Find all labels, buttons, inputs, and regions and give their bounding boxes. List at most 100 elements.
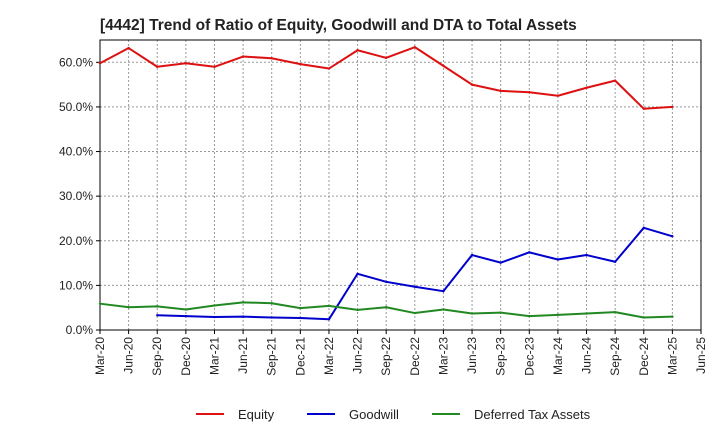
data-point-equity xyxy=(299,62,302,66)
data-point-goodwill xyxy=(327,318,331,321)
data-point-goodwill xyxy=(241,315,245,318)
x-tick-label: Sep-24 xyxy=(608,337,622,376)
data-point-deferred-tax-assets xyxy=(671,315,674,318)
data-point-equity xyxy=(671,105,674,109)
data-point-goodwill xyxy=(642,226,645,230)
data-point-equity xyxy=(127,46,130,50)
y-tick-label: 60.0% xyxy=(59,55,93,69)
x-axis: Mar-20 Jun-20 Sep-20 Dec-20 Mar-21 Jun-21 Sep-… xyxy=(93,330,708,376)
chart-title: [4442] Trend of Ratio of Equity, Goodwil… xyxy=(100,17,577,34)
grid xyxy=(99,40,702,331)
y-tick-label: 20.0% xyxy=(59,234,93,248)
x-tick-label: Mar-24 xyxy=(551,337,565,375)
y-tick-label: 10.0% xyxy=(59,278,93,292)
y-tick-label: 30.0% xyxy=(59,189,93,203)
x-tick-label: Dec-22 xyxy=(408,337,422,376)
data-point-deferred-tax-assets xyxy=(156,305,159,308)
data-point-goodwill xyxy=(585,253,588,257)
data-point-deferred-tax-assets xyxy=(642,316,645,319)
data-point-goodwill xyxy=(213,315,216,319)
data-point-goodwill xyxy=(384,280,388,284)
x-tick-label: Jun-22 xyxy=(351,337,365,374)
data-point-deferred-tax-assets xyxy=(613,310,617,314)
data-point-goodwill xyxy=(413,285,417,288)
data-point-goodwill xyxy=(356,272,359,275)
y-tick-label: 40.0% xyxy=(59,145,93,159)
data-point-goodwill xyxy=(528,251,531,254)
data-point-deferred-tax-assets xyxy=(127,306,130,309)
data-point-deferred-tax-assets xyxy=(528,314,531,318)
data-point-equity xyxy=(613,79,617,82)
data-point-deferred-tax-assets xyxy=(98,302,102,305)
data-point-equity xyxy=(585,86,588,89)
data-point-deferred-tax-assets xyxy=(299,306,302,310)
x-tick-label: Dec-21 xyxy=(293,337,307,376)
data-point-deferred-tax-assets xyxy=(499,311,502,314)
legend-label-goodwill: Goodwill xyxy=(349,407,399,422)
legend-label-equity: Equity xyxy=(238,407,275,422)
x-tick-label: Jun-24 xyxy=(580,337,594,374)
x-tick-label: Mar-23 xyxy=(436,337,450,375)
data-point-equity xyxy=(184,62,188,65)
data-point-equity xyxy=(98,62,102,65)
data-point-equity xyxy=(442,64,445,68)
x-tick-label: Jun-20 xyxy=(122,337,136,374)
x-tick-label: Dec-23 xyxy=(522,337,536,376)
x-tick-label: Mar-21 xyxy=(207,337,221,375)
data-point-equity xyxy=(556,94,560,97)
data-point-equity xyxy=(241,55,245,58)
data-point-deferred-tax-assets xyxy=(356,308,359,312)
data-point-equity xyxy=(642,107,645,110)
data-point-deferred-tax-assets xyxy=(241,301,245,304)
data-point-goodwill xyxy=(613,260,617,263)
data-point-deferred-tax-assets xyxy=(327,304,331,308)
data-point-equity xyxy=(156,65,159,68)
data-point-goodwill xyxy=(270,316,273,319)
data-point-equity xyxy=(384,56,388,60)
x-tick-label: Dec-24 xyxy=(637,337,651,376)
x-tick-label: Sep-23 xyxy=(494,337,508,376)
data-point-deferred-tax-assets xyxy=(585,312,588,315)
x-tick-label: Dec-20 xyxy=(179,337,193,376)
data-point-equity xyxy=(327,67,331,70)
data-point-goodwill xyxy=(671,235,674,238)
x-tick-label: Jun-21 xyxy=(236,337,250,374)
data-point-deferred-tax-assets xyxy=(470,312,474,315)
data-point-equity xyxy=(470,83,474,86)
y-axis: 0.0% 10.0% 20.0% 30.0% 40.0% 50.0% 60.0% xyxy=(59,55,100,337)
data-point-deferred-tax-assets xyxy=(442,308,445,311)
data-point-equity xyxy=(413,45,417,49)
x-tick-label: Jun-23 xyxy=(465,337,479,374)
data-point-deferred-tax-assets xyxy=(184,308,188,311)
x-tick-label: Mar-25 xyxy=(665,337,679,375)
x-tick-label: Sep-21 xyxy=(265,337,279,376)
x-tick-label: Sep-20 xyxy=(150,337,164,376)
data-point-deferred-tax-assets xyxy=(413,311,417,315)
x-tick-label: Mar-22 xyxy=(322,337,336,375)
data-point-goodwill xyxy=(299,316,302,320)
data-point-deferred-tax-assets xyxy=(270,302,273,305)
data-point-equity xyxy=(499,89,502,93)
data-point-deferred-tax-assets xyxy=(556,313,560,317)
data-point-deferred-tax-assets xyxy=(213,304,216,307)
data-point-goodwill xyxy=(156,314,159,317)
data-point-goodwill xyxy=(442,289,445,293)
y-tick-label: 0.0% xyxy=(66,323,94,337)
data-point-goodwill xyxy=(556,258,560,261)
data-point-goodwill xyxy=(470,253,474,257)
x-tick-label: Jun-25 xyxy=(694,337,708,374)
legend: Equity Goodwill Deferred Tax Assets xyxy=(196,407,591,422)
data-point-equity xyxy=(356,49,359,52)
data-point-equity xyxy=(213,65,216,68)
data-point-equity xyxy=(270,57,273,60)
data-point-deferred-tax-assets xyxy=(384,306,388,309)
legend-label-deferred-tax-assets: Deferred Tax Assets xyxy=(474,407,591,422)
plot-area-frame xyxy=(99,39,702,331)
x-tick-label: Mar-20 xyxy=(93,337,107,375)
data-point-goodwill xyxy=(499,261,502,264)
data-point-equity xyxy=(528,91,531,94)
data-point-goodwill xyxy=(184,314,188,318)
series-lines xyxy=(98,45,674,321)
y-tick-label: 50.0% xyxy=(59,100,93,114)
